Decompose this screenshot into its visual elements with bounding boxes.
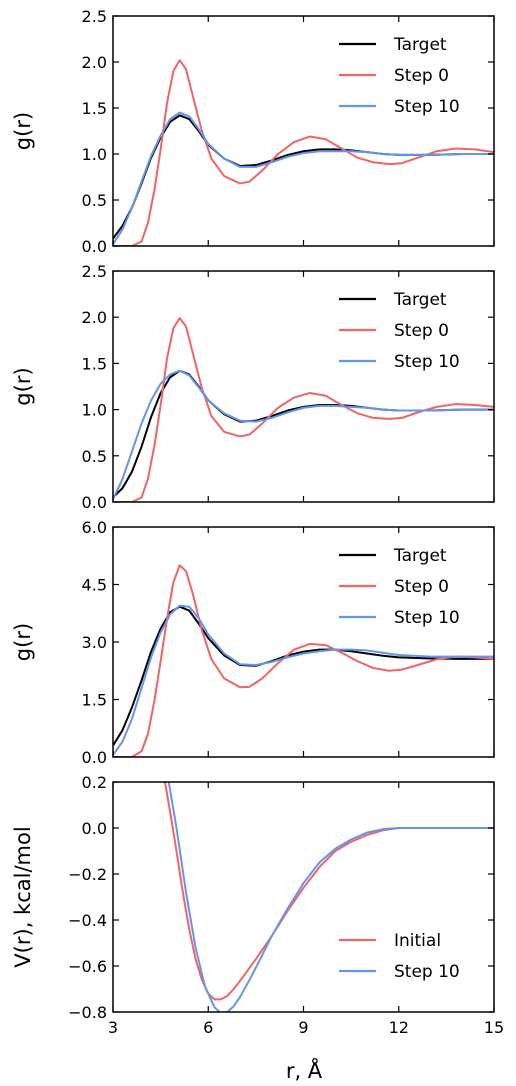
y-tick-label: 0.2 (82, 773, 107, 792)
y-axis-label: g(r) (11, 623, 35, 661)
y-tick-label: −0.8 (68, 1003, 107, 1022)
y-tick-label: 1.5 (82, 354, 107, 373)
series-line-step-10 (167, 782, 494, 1012)
y-axis-label: g(r) (11, 112, 35, 150)
y-tick-label: 4.5 (82, 576, 107, 595)
y-tick-label: 1.5 (82, 691, 107, 710)
y-tick-label: 0.0 (82, 493, 107, 512)
series-line-initial (163, 782, 494, 1001)
y-tick-label: −0.2 (68, 865, 107, 884)
chart-panel-3: 0.0 1.5 3.0 4.5 6.0 g(r) Target Step 0 Step 10 (11, 518, 495, 767)
y-tick-label: 0.0 (82, 819, 107, 838)
series-line-target (113, 114, 494, 240)
y-tick-label: 1.0 (82, 401, 107, 420)
legend-label: Step 10 (394, 608, 460, 628)
chart-panel-4: −0.8 −0.6 −0.4 −0.2 0.0 0.2 3 6 9 12 15 V(r), kcal/… (11, 773, 504, 1037)
legend-label: Initial (394, 931, 441, 951)
legend: Target Step 0 Step 10 (339, 290, 460, 372)
legend-label: Step 10 (394, 352, 460, 372)
series-line-step-0 (113, 317, 494, 502)
y-tick-label: 2.0 (82, 53, 107, 72)
y-tick-label: 0.0 (82, 237, 107, 256)
legend-label: Step 10 (394, 962, 460, 982)
y-tick-label: 2.0 (82, 308, 107, 327)
series-line-step-10 (113, 369, 494, 501)
y-tick-label: 2.5 (82, 7, 107, 26)
x-tick-label: 3 (108, 1018, 118, 1037)
x-tick-label: 6 (203, 1018, 213, 1037)
series-line-step-0 (113, 564, 494, 757)
y-tick-label: −0.6 (68, 957, 107, 976)
legend-label: Step 0 (394, 321, 449, 341)
y-axis-label: g(r) (11, 367, 35, 405)
legend: Initial Step 10 (339, 931, 460, 982)
y-tick-label: 2.5 (82, 262, 107, 281)
y-tick-label: −0.4 (68, 911, 107, 930)
x-tick-label: 15 (484, 1018, 504, 1037)
y-axis-label: V(r), kcal/mol (11, 826, 35, 967)
legend-label: Target (393, 35, 447, 55)
y-tick-label: 0.0 (82, 748, 107, 767)
y-tick-label: 1.5 (82, 99, 107, 118)
y-tick-label: 1.0 (82, 145, 107, 164)
series-line-step-10 (113, 604, 494, 757)
y-tick-label: 0.5 (82, 447, 107, 466)
series-line-step-0 (113, 59, 494, 246)
chart-panel-1: 0.0 0.5 1.0 1.5 2.0 2.5 g(r) Target Step 0 Step 1… (11, 7, 495, 256)
series-line-step-10 (113, 111, 494, 246)
x-axis-label: r, Å (286, 1057, 323, 1083)
y-tick-label: 0.5 (82, 191, 107, 210)
series-line-target (113, 369, 494, 499)
legend: Target Step 0 Step 10 (339, 546, 460, 628)
legend-label: Target (393, 290, 447, 310)
legend-label: Step 0 (394, 66, 449, 86)
y-tick-label: 3.0 (82, 633, 107, 652)
chart-panel-2: 0.0 0.5 1.0 1.5 2.0 2.5 g(r) Target Step 0 Step 1… (11, 262, 495, 512)
legend-label: Target (393, 546, 447, 566)
legend: Target Step 0 Step 10 (339, 35, 460, 117)
legend-label: Step 10 (394, 97, 460, 117)
x-tick-label: 12 (389, 1018, 409, 1037)
legend-label: Step 0 (394, 577, 449, 597)
x-tick-label: 9 (298, 1018, 308, 1037)
y-tick-label: 6.0 (82, 518, 107, 537)
